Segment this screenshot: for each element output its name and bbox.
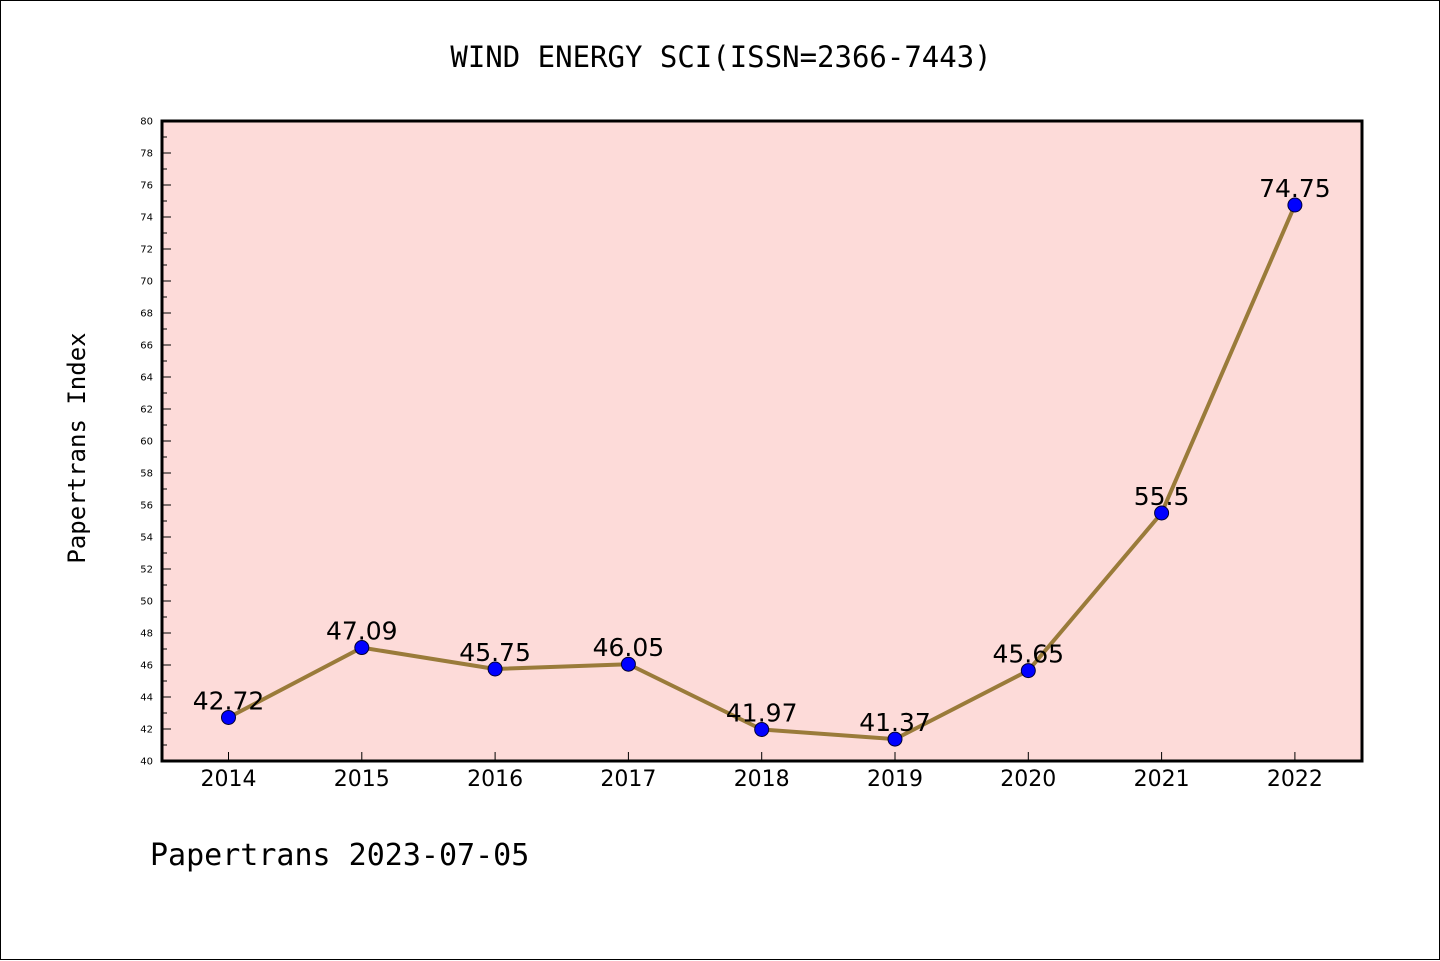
footer-text: Papertrans 2023-07-05	[150, 838, 529, 873]
data-point	[487, 661, 503, 677]
y-tick-label: 68	[140, 309, 153, 320]
x-tick-label: 2021	[1134, 767, 1190, 792]
y-axis-label: Papertrans Index	[63, 332, 91, 563]
y-tick-label: 62	[140, 405, 153, 416]
data-label: 74.75	[1259, 174, 1331, 203]
x-tick-label: 2019	[867, 767, 923, 792]
chart-title: WIND ENERGY SCI(ISSN=2366-7443)	[450, 40, 991, 74]
data-point	[887, 731, 903, 747]
data-point	[1020, 663, 1036, 679]
data-label: 46.05	[593, 633, 665, 662]
data-point	[354, 640, 370, 656]
y-tick-label: 72	[140, 245, 153, 256]
data-point	[754, 721, 770, 737]
y-tick-label: 64	[140, 373, 153, 384]
x-tick-label: 2016	[467, 767, 523, 792]
y-tick-label: 56	[140, 501, 153, 512]
data-point	[221, 709, 236, 725]
y-tick-label: 80	[140, 117, 153, 128]
y-tick-label: 58	[140, 469, 153, 480]
data-point	[620, 656, 636, 672]
y-tick-label: 44	[140, 693, 153, 704]
y-tick-label: 66	[140, 341, 153, 352]
y-tick-label: 52	[140, 565, 153, 576]
y-tick-label: 46	[140, 661, 153, 672]
x-tick-label: 2022	[1267, 767, 1323, 792]
data-point	[1287, 197, 1303, 213]
y-tick-label: 70	[140, 277, 153, 288]
data-label: 41.37	[859, 708, 931, 737]
x-tick-label: 2020	[1000, 767, 1056, 792]
x-axis: 2014 2015 2016 2017 2018 2019 2020 2021 2022	[201, 752, 1323, 792]
y-axis: 40 42 44 46 48 50 52 54 56 58 60 62 64 66 68 70 72 74 76 78…	[140, 117, 171, 768]
y-tick-label: 48	[140, 629, 153, 640]
data-label: 45.75	[459, 638, 531, 667]
y-tick-label: 42	[140, 725, 153, 736]
y-tick-label: 76	[140, 181, 153, 192]
y-tick-label: 40	[140, 757, 153, 768]
data-point	[1154, 505, 1170, 521]
y-tick-label: 74	[140, 213, 153, 224]
x-tick-label: 2017	[600, 767, 656, 792]
x-tick-label: 2015	[334, 767, 390, 792]
plot-area	[160, 119, 1364, 763]
y-tick-label: 78	[140, 149, 153, 160]
x-tick-label: 2018	[734, 767, 790, 792]
series-layer: 42.72 47.09 45.75 46.05 41.97 41.37 45.65 55.5 7…	[193, 174, 1331, 747]
x-tick-label: 2014	[201, 767, 257, 792]
data-label: 47.09	[326, 617, 398, 646]
y-tick-label: 54	[140, 533, 153, 544]
data-label: 45.65	[993, 640, 1065, 669]
y-tick-label: 60	[140, 437, 153, 448]
data-label: 41.97	[726, 698, 798, 727]
y-tick-label: 50	[140, 597, 153, 608]
data-label: 55.5	[1134, 482, 1190, 511]
data-label: 42.72	[193, 686, 265, 715]
